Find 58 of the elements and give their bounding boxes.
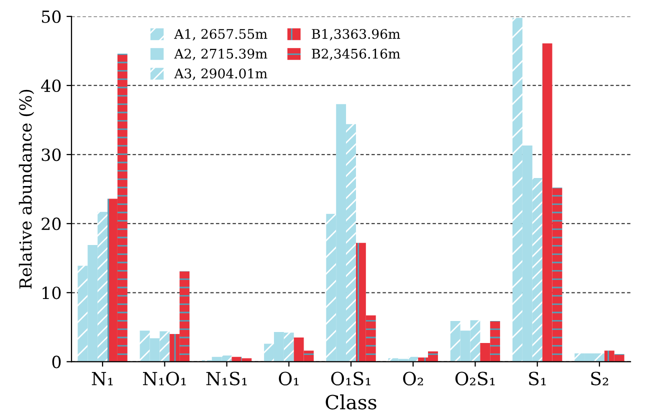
bar: [117, 54, 128, 362]
bar: [522, 146, 532, 362]
x-tick-label: S₁: [529, 372, 546, 386]
bar: [366, 315, 376, 362]
bar: [604, 350, 614, 362]
bar: [480, 343, 490, 362]
bar: [356, 242, 366, 362]
bar: [180, 271, 190, 362]
x-tick-label: O₂: [403, 372, 423, 386]
bar: [140, 330, 150, 362]
bar: [542, 43, 552, 362]
bar: [336, 104, 346, 362]
bar: [532, 178, 542, 362]
x-tick-label: S₂: [591, 372, 608, 386]
bar: [264, 344, 274, 362]
bar: [460, 330, 470, 362]
bar: [150, 338, 160, 362]
bar: [584, 353, 594, 362]
bar: [512, 18, 522, 362]
y-tick-label: 30: [42, 148, 61, 162]
legend-label: B1,3363.96m: [312, 28, 400, 41]
bar: [552, 188, 562, 362]
bar: [98, 212, 108, 362]
legend-label: A1, 2657.55m: [174, 28, 268, 41]
bar: [294, 338, 304, 362]
legend-label: A2, 2715.39m: [174, 48, 268, 60]
y-tick-label: 50: [42, 10, 61, 24]
x-axis-title: Class: [326, 394, 376, 410]
bar: [490, 320, 500, 362]
y-tick-label: 10: [42, 286, 61, 300]
bar: [594, 353, 604, 362]
y-axis-title: Relative abundance (%): [18, 90, 34, 289]
bar: [108, 198, 118, 362]
bar: [78, 266, 88, 362]
bar: [284, 332, 294, 362]
bar: [274, 332, 284, 362]
bar: [346, 124, 356, 362]
y-tick-label: 20: [42, 218, 61, 230]
bar: [614, 354, 624, 362]
bar: [170, 334, 180, 362]
y-tick-label: 0: [52, 356, 61, 368]
x-tick-label: N₁O₁: [143, 372, 186, 386]
bar: [160, 331, 170, 362]
bar: [304, 350, 314, 362]
x-tick-label: N₁: [92, 372, 113, 386]
bar: [574, 353, 585, 362]
x-tick-label: O₁S₁: [331, 372, 370, 386]
x-tick-label: O₂S₁: [455, 372, 495, 386]
bar: [326, 214, 336, 362]
bar: [88, 244, 98, 362]
legend-label: B2,3456.16m: [312, 48, 400, 60]
bar: [470, 320, 480, 362]
x-tick-label: O₁: [278, 372, 299, 386]
y-tick-label: 40: [41, 79, 61, 92]
bar: [450, 320, 460, 362]
legend-label: A3, 2904.01m: [174, 68, 268, 80]
x-tick-label: N₁S₁: [206, 372, 247, 386]
bar: [428, 351, 438, 362]
